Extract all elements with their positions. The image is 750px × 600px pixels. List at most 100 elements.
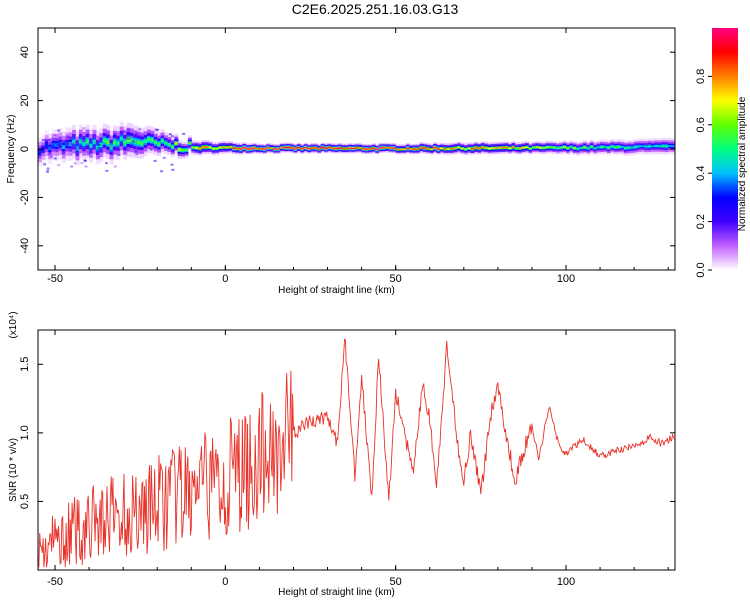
heatmap-cell: [548, 146, 553, 148]
heatmap-speckle: [70, 165, 73, 168]
heatmap-cell: [276, 148, 281, 150]
heatmap-cell: [256, 148, 261, 150]
heatmap-cell: [416, 148, 421, 150]
heatmap-cell: [99, 142, 104, 148]
heatmap-cell: [565, 147, 570, 149]
y-tick-label: -20: [19, 189, 31, 205]
heatmap-cell: [514, 147, 519, 150]
heatmap-speckle: [171, 141, 175, 144]
heatmap-cell: [72, 139, 77, 144]
heatmap-cell: [242, 147, 247, 149]
heatmap-cell: [545, 146, 550, 148]
heatmap-cell: [654, 145, 659, 148]
heatmap-cell: [147, 137, 152, 142]
heatmap-speckle: [126, 137, 130, 140]
heatmap-cell: [422, 147, 427, 149]
heatmap-cell: [252, 147, 257, 149]
colorbar-tick-label: 0.2: [695, 214, 707, 229]
heatmap-cell: [617, 146, 622, 148]
heatmap-speckle: [132, 140, 136, 143]
heatmap-cell: [576, 147, 581, 150]
heatmap-cell: [487, 147, 492, 150]
spectrogram-panel: -50 0 50 100 -40 -20 0 20 40 Height of straight…: [6, 27, 676, 296]
heatmap-cell: [116, 141, 121, 146]
heatmap-speckle: [48, 139, 51, 142]
heatmap-speckle: [153, 159, 157, 162]
snr-y-ticks: 0.5 1.0 1.5: [19, 357, 675, 509]
heatmap-cell: [463, 148, 468, 150]
heatmap-cell: [262, 148, 267, 150]
heatmap-speckle: [84, 165, 88, 168]
heatmap-cell: [44, 143, 49, 148]
heatmap-cell: [41, 147, 46, 152]
heatmap-cell: [596, 146, 601, 149]
heatmap-cell: [177, 148, 182, 151]
heatmap-cell: [129, 138, 134, 143]
heatmap-cell: [351, 147, 356, 149]
heatmap-cell: [640, 145, 645, 148]
heatmap-cell: [330, 147, 335, 149]
heatmap-speckle: [167, 141, 171, 144]
heatmap-speckle: [160, 134, 163, 137]
heatmap-speckle: [46, 168, 50, 171]
heatmap-cell: [419, 146, 424, 149]
heatmap-speckle: [86, 144, 90, 147]
heatmap-cell: [613, 146, 618, 149]
heatmap-speckle: [149, 148, 153, 151]
heatmap-cell: [221, 146, 226, 149]
heatmap-speckle: [53, 157, 57, 160]
snr-y-label: SNR (10 * v/v): [8, 438, 19, 502]
heatmap-speckle: [57, 164, 61, 166]
heatmap-cell: [542, 147, 547, 149]
heatmap-cell: [140, 141, 145, 146]
heatmap-cell: [201, 146, 206, 148]
heatmap-cell: [119, 136, 124, 141]
heatmap-speckle: [87, 149, 91, 152]
heatmap-cell: [395, 148, 400, 150]
heatmap-cell: [150, 138, 155, 142]
heatmap-speckle: [117, 154, 121, 157]
heatmap-cell: [429, 148, 434, 150]
heatmap-cell: [78, 139, 83, 144]
heatmap-cell: [668, 144, 673, 147]
heatmap-speckle: [138, 135, 142, 138]
heatmap-cell: [123, 140, 128, 145]
heatmap-speckle: [113, 133, 117, 135]
heatmap-cell: [497, 147, 502, 149]
snr-panel: -50 0 50 100 0.5 1.0 1.5 Height of straight l…: [8, 311, 676, 598]
heatmap-cell: [446, 148, 451, 150]
heatmap-cell: [644, 145, 649, 148]
heatmap-cell: [279, 147, 284, 149]
heatmap-cell: [508, 147, 513, 149]
heatmap-cell: [378, 147, 383, 149]
y-tick-label: 0: [19, 146, 31, 152]
heatmap-cell: [61, 145, 66, 150]
heatmap-cell: [511, 146, 516, 148]
heatmap-cell: [245, 148, 250, 150]
spectrogram-y-label: Frequency (Hz): [6, 115, 17, 184]
spectrogram-x-ticks: -50 0 50 100: [47, 28, 669, 285]
colorbar: 0.0 0.2 0.4 0.6 0.8 Normalized spectral ampl…: [695, 28, 748, 278]
heatmap-speckle: [105, 162, 108, 165]
heatmap-speckle: [66, 135, 70, 138]
heatmap-cell: [112, 140, 117, 145]
x-tick-label: 0: [222, 273, 228, 285]
heatmap-cell: [637, 145, 642, 148]
heatmap-speckle: [86, 153, 90, 156]
heatmap-cell: [555, 147, 560, 149]
heatmap-cell: [293, 148, 298, 150]
heatmap-cell: [136, 140, 141, 145]
heatmap-cell: [361, 148, 366, 150]
heatmap-cell: [474, 146, 479, 149]
heatmap-speckle: [175, 139, 179, 142]
heatmap-speckle: [97, 147, 101, 150]
heatmap-cell: [334, 147, 339, 150]
heatmap-cell: [484, 147, 489, 149]
x-tick-label: 50: [390, 273, 402, 285]
heatmap-cell: [218, 146, 223, 149]
x-tick-label: 100: [557, 576, 575, 588]
heatmap-cell: [106, 140, 111, 145]
x-tick-label: 0: [222, 576, 228, 588]
heatmap-cell: [572, 147, 577, 149]
y-tick-label: -40: [19, 238, 31, 254]
